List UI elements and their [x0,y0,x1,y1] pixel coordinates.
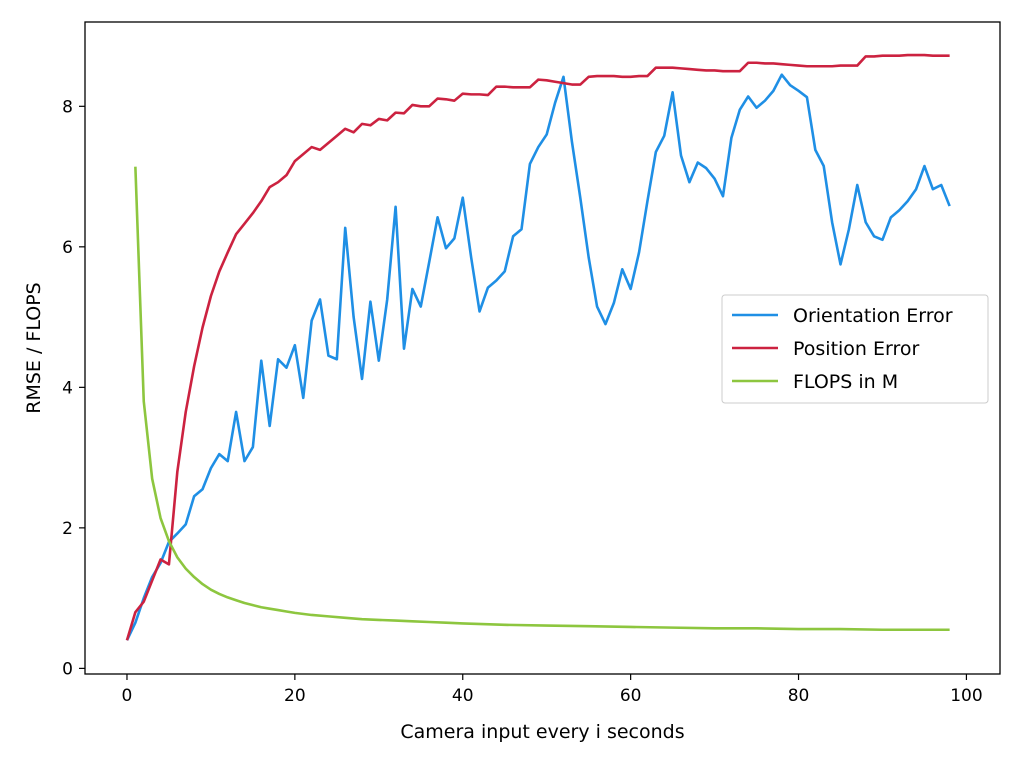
x-tick-label: 100 [950,686,982,706]
series-line-flops [134,166,950,632]
x-tick-label: 40 [452,686,474,706]
legend-label-orientation: Orientation Error [793,305,953,327]
plot-frame [84,21,1001,675]
series-line-position-error [125,53,950,641]
series-layer [125,53,951,641]
ticks-layer: 0 20 40 60 80 100 0 2 4 6 8 [62,97,982,706]
y-tick-label: 2 [62,519,73,539]
x-tick-label: 0 [122,686,133,706]
legend-box [721,294,989,404]
y-tick-label: 6 [62,238,73,258]
x-axis-label: Camera input every i seconds [400,721,684,743]
x-tick-label: 60 [620,686,642,706]
legend-label-position: Position Error [793,338,920,360]
x-tick-label: 80 [788,686,810,706]
y-tick-label: 0 [62,659,73,679]
y-axis-label: RMSE / FLOPS [23,282,45,413]
series-line-orientation-error [125,73,951,641]
y-tick-label: 4 [62,378,73,398]
legend-label-flops: FLOPS in M [793,371,898,393]
x-tick-label: 20 [284,686,306,706]
y-tick-label: 8 [62,97,73,117]
legend: Orientation Error Position Error FLOPS i… [721,294,989,404]
